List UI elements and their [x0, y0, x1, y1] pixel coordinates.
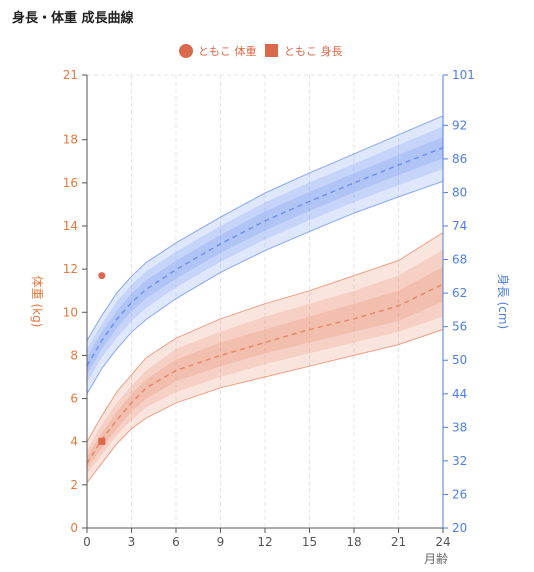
y-left-tick-label: 10	[63, 305, 78, 319]
y-right-tick-label: 32	[452, 454, 467, 468]
weight-point	[98, 272, 106, 280]
y-left-tick-label: 14	[63, 219, 78, 233]
y-right-tick-label: 26	[452, 487, 467, 501]
weight-band-p3-p97	[87, 232, 443, 483]
weight-band-p25-p75	[87, 267, 443, 468]
y-left-tick-label: 18	[63, 133, 78, 147]
height-point	[98, 437, 106, 445]
y-right-tick-label: 68	[452, 253, 467, 267]
height-p97-line	[86, 115, 444, 341]
y-right-tick-label: 44	[452, 387, 467, 401]
x-tick-label: 12	[257, 535, 272, 549]
x-tick-label: 24	[435, 535, 450, 549]
y-left-tick-label: 6	[70, 392, 78, 406]
y-axis-left-label: 体重 (kg)	[30, 276, 44, 328]
y-left-tick-label: 12	[63, 262, 78, 276]
y-left-tick-label: 16	[63, 176, 78, 190]
x-tick-label: 9	[217, 535, 225, 549]
y-right-tick-label: 56	[452, 320, 467, 334]
y-right-tick-label: 80	[452, 185, 467, 199]
weight-median-line	[86, 283, 444, 464]
x-tick-label: 18	[346, 535, 361, 549]
legend-circle-marker	[179, 44, 193, 58]
x-tick-label: 21	[391, 535, 406, 549]
y-right-tick-label: 101	[452, 68, 475, 82]
axes	[82, 74, 448, 533]
chart-title: 身長・体重 成長曲線	[12, 11, 134, 26]
x-tick-label: 6	[172, 535, 180, 549]
y-left-tick-label: 4	[70, 435, 78, 449]
y-right-tick-label: 20	[452, 521, 467, 535]
percentile-bands	[86, 115, 444, 484]
y-right-tick-label: 86	[452, 152, 467, 166]
x-tick-label: 15	[302, 535, 317, 549]
x-tick-label: 0	[83, 535, 91, 549]
y-axis-right-label: 身長 (cm)	[496, 274, 511, 329]
legend-label-height: ともこ 身長	[284, 44, 343, 58]
height-band-p3-p97	[87, 115, 443, 394]
legend-label-weight: ともこ 体重	[198, 44, 257, 58]
weight-p97-line	[86, 232, 444, 442]
y-left-tick-label: 0	[70, 521, 78, 535]
legend-square-marker	[265, 44, 278, 57]
y-right-tick-label: 92	[452, 118, 467, 132]
y-left-tick-label: 8	[70, 348, 78, 362]
height-band-p10-p90	[87, 126, 443, 383]
data-points	[98, 272, 106, 445]
x-tick-label: 3	[128, 535, 136, 549]
tick-labels: 0246810121416182120263238445056626874808…	[63, 68, 475, 549]
y-left-tick-label: 2	[70, 478, 78, 492]
weight-p3-line	[86, 329, 444, 484]
y-right-tick-label: 74	[452, 219, 467, 233]
weight-band-p10-p90	[87, 249, 443, 475]
y-right-tick-label: 50	[452, 353, 467, 367]
legend: ともこ 体重 ともこ 身長	[179, 44, 343, 58]
y-right-tick-label: 38	[452, 420, 467, 434]
height-p3-line	[86, 180, 444, 395]
y-left-tick-label: 21	[63, 68, 78, 82]
x-axis-label: 月齢	[424, 551, 448, 566]
y-right-tick-label: 62	[452, 286, 467, 300]
